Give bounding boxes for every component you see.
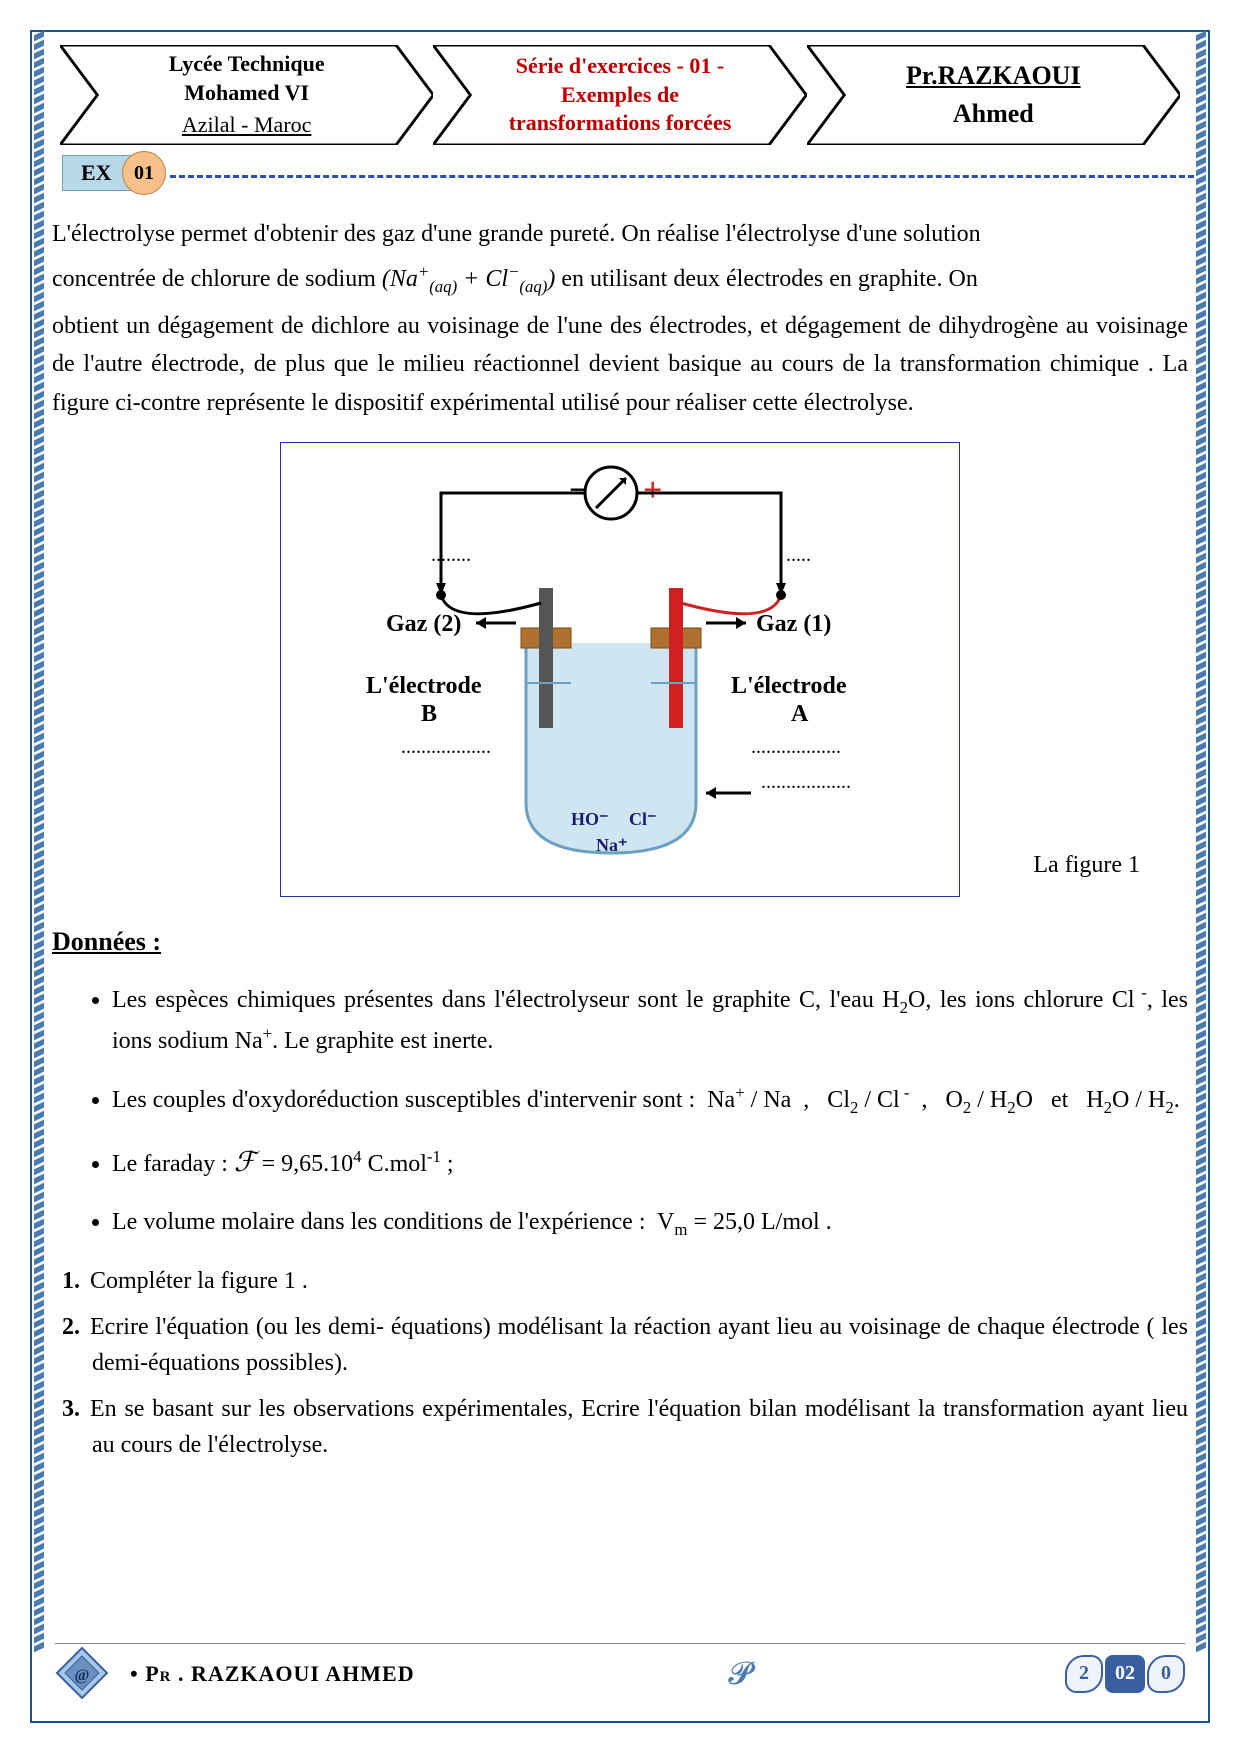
question-item: En se basant sur les observations expéri… xyxy=(62,1391,1188,1463)
header-right-label: Pr.RAZKAOUI Ahmed xyxy=(837,45,1150,145)
intro-line-1: L'électrolyse permet d'obtenir des gaz d… xyxy=(52,215,1188,253)
school-location: Azilal - Maroc xyxy=(182,111,312,140)
exercise-label: EX xyxy=(62,155,131,191)
na-label: Na⁺ xyxy=(596,835,628,855)
minus-label: − xyxy=(569,472,588,509)
year-part-1: 2 xyxy=(1065,1655,1103,1693)
header-middle-label: Série d'exercices - 01 - Exemples de tra… xyxy=(463,45,776,145)
series-line-2: Exemples de xyxy=(561,81,679,110)
data-item: Le faraday : ℱ = 9,65.104 C.mol-1 ; xyxy=(112,1141,1188,1184)
intro-prefix: concentrée de chlorure de sodium xyxy=(52,266,382,292)
footer-diamond-icon: @ xyxy=(55,1646,110,1701)
gaz2-label: Gaz (2) xyxy=(386,611,461,637)
data-item: Les espèces chimiques présentes dans l'é… xyxy=(112,980,1188,1060)
school-name-2: Mohamed VI xyxy=(184,79,309,108)
data-item: Le volume molaire dans les conditions de… xyxy=(112,1204,1188,1243)
question-item: Compléter la figure 1 . xyxy=(62,1263,1188,1299)
question-item: Ecrire l'équation (ou les demi- équation… xyxy=(62,1309,1188,1381)
svg-text:@: @ xyxy=(75,1667,90,1684)
teacher-name-2: Ahmed xyxy=(953,97,1034,131)
intro-paragraph-2: obtient un dégagement de dichlore au voi… xyxy=(52,307,1188,422)
electrode-b-label-1: L'électrode xyxy=(366,673,482,699)
header-dash-line xyxy=(170,175,1194,178)
footer: @ • Pr . RAZKAOUI AHMED 𝓟 2 02 0 xyxy=(55,1643,1185,1703)
left-hatch-border xyxy=(32,30,46,1723)
questions-list: Compléter la figure 1 . Ecrire l'équatio… xyxy=(62,1263,1188,1463)
header-chevron-right: Pr.RAZKAOUI Ahmed xyxy=(807,45,1180,145)
figure-caption: La figure 1 xyxy=(1033,846,1140,884)
ho-label: HO⁻ xyxy=(571,809,609,829)
dots-a: .................. xyxy=(751,736,841,758)
header-left-label: Lycée Technique Mohamed VI Azilal - Maro… xyxy=(90,45,403,145)
wire-left xyxy=(441,493,585,583)
header-chevron-middle: Série d'exercices - 01 - Exemples de tra… xyxy=(433,45,806,145)
year-part-2: 02 xyxy=(1105,1655,1145,1693)
data-text: Le faraday : ℱ = 9,65.104 C.mol-1 ; xyxy=(112,1151,454,1177)
exercise-number: 01 xyxy=(122,151,166,195)
intro-suffix: en utilisant deux électrodes en graphite… xyxy=(561,266,978,292)
electrode-a-label-1: L'électrode xyxy=(731,673,847,699)
header-chevron-left: Lycée Technique Mohamed VI Azilal - Maro… xyxy=(60,45,433,145)
figure-1-box: − + ........ ..... xyxy=(280,442,960,896)
teacher-name-1: Pr.RAZKAOUI xyxy=(906,59,1081,93)
main-content: L'électrolyse permet d'obtenir des gaz d… xyxy=(52,215,1188,1473)
dots-right: ..... xyxy=(786,544,811,566)
electrode-a-label-2: A xyxy=(791,701,809,727)
dots-b: .................. xyxy=(401,736,491,758)
dots-ion: .................. xyxy=(761,771,851,793)
donnees-title: Données : xyxy=(52,921,161,963)
gaz1-label: Gaz (1) xyxy=(756,611,831,637)
dots-left: ........ xyxy=(431,544,471,566)
electrode-b-label-2: B xyxy=(421,701,437,727)
right-hatch-border xyxy=(1194,30,1208,1723)
electrolysis-diagram: − + ........ ..... xyxy=(291,453,931,873)
electrode-a xyxy=(669,588,683,728)
intro-line-2: concentrée de chlorure de sodium (Na+(aq… xyxy=(52,259,1188,301)
year-part-3: 0 xyxy=(1147,1655,1185,1693)
data-item: Les couples d'oxydoréduction susceptible… xyxy=(112,1080,1188,1121)
plus-label: + xyxy=(643,472,662,509)
footer-year-badge: 2 02 0 xyxy=(1065,1655,1185,1693)
data-text: Le volume molaire dans les conditions de… xyxy=(112,1209,832,1235)
school-name-1: Lycée Technique xyxy=(169,50,325,79)
series-line-1: Série d'exercices - 01 - xyxy=(516,52,725,81)
data-text: Les couples d'oxydoréduction susceptible… xyxy=(112,1087,1180,1113)
electrode-b xyxy=(539,588,553,728)
nacl-formula: (Na+(aq) + Cl−(aq)) xyxy=(382,266,556,292)
header-row: Lycée Technique Mohamed VI Azilal - Maro… xyxy=(60,45,1180,165)
figure-1-wrap: − + ........ ..... xyxy=(280,442,960,896)
exercise-badge: EX 01 xyxy=(62,155,131,191)
series-line-3: transformations forcées xyxy=(509,109,732,138)
cl-label: Cl⁻ xyxy=(629,809,657,829)
data-text: Les espèces chimiques présentes dans l'é… xyxy=(112,987,1188,1054)
data-list: Les espèces chimiques présentes dans l'é… xyxy=(112,980,1188,1242)
footer-center-glyph: 𝓟 xyxy=(415,1655,1065,1693)
footer-author: • Pr . RAZKAOUI AHMED xyxy=(130,1661,415,1687)
